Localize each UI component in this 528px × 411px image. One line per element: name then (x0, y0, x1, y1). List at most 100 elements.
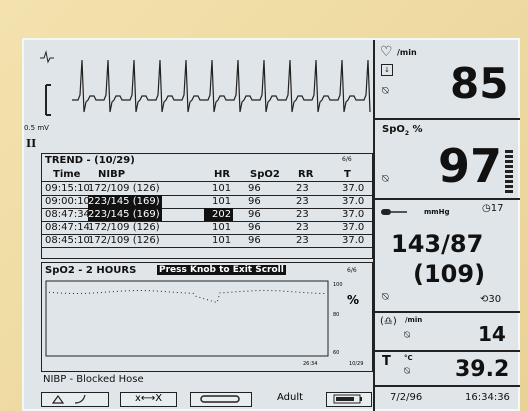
trend-cell: 23 (288, 208, 309, 221)
battery-indicator (326, 392, 372, 407)
date: 7/2/96 (390, 392, 422, 403)
trend-cell: 101 (204, 221, 231, 234)
trend-cell: 172/109 (126) (88, 234, 160, 247)
pulse-bar-segment (505, 150, 513, 153)
nibp-cycle-value: 30 (488, 294, 501, 305)
trend-cell: 37.0 (334, 234, 364, 247)
ecg-scale: 0.5 mV (24, 124, 49, 132)
monitor-photo: 0.5 mV II TREND - (10/29) 6/6 Time NIBP HR… (0, 0, 528, 411)
nibp-cycle: ⟲30 (480, 294, 501, 305)
trend-cell: 101 (204, 234, 231, 247)
mode-label: Adult (260, 392, 320, 407)
trend-cell: 223/145 (169) (88, 195, 162, 208)
trend-cell: 37.0 (334, 208, 364, 221)
spo2-scale-label: 80 (333, 312, 339, 318)
trend-column-header: RR (298, 168, 313, 181)
nibp-button[interactable] (190, 392, 252, 407)
spo2-trend-line (49, 291, 325, 303)
nibp-interval-value: 17 (491, 203, 504, 214)
spo2-trend-title: SpO2 - 2 HOURS (45, 265, 136, 276)
hr-unit: /min (397, 48, 417, 57)
trend-title: TREND - (10/29) (45, 155, 135, 166)
ecg-waveform (72, 60, 370, 112)
trend-cell: 96 (240, 182, 261, 195)
trend-cell: 96 (240, 208, 261, 221)
pulse-bar-segment (505, 160, 513, 163)
nibp-interval: ◷17 (482, 203, 503, 214)
trend-page: 6/6 (342, 156, 352, 163)
trend-cell: 101 (204, 182, 231, 195)
trend-cell: 172/109 (126) (88, 182, 160, 195)
trend-cell: 23 (288, 182, 309, 195)
trend-cell: 223/145 (169) (88, 208, 162, 221)
spo2-unit: % (413, 124, 423, 135)
spo2-time-label: 26:34 (303, 361, 317, 367)
trend-cell: 23 (288, 234, 309, 247)
spo2-label-sub: 2 (405, 130, 409, 137)
alarm-button[interactable] (41, 392, 109, 407)
ecg-scale-bar (46, 85, 51, 115)
heart-icon: ♡ (380, 44, 393, 60)
lung-icon: (♎) (380, 316, 397, 327)
trend-cell: 96 (240, 195, 261, 208)
plot-frame (46, 281, 328, 356)
spo2-scale-label: 100 (333, 282, 343, 288)
ecg-icon (40, 52, 54, 62)
spo2-scale-label: 60 (333, 350, 339, 356)
pulse-bar-segment (505, 170, 513, 173)
panel-divider (375, 198, 520, 200)
spo2-label: SpO2 % (382, 124, 423, 137)
spo2-label-text: SpO (382, 124, 405, 135)
panel-divider (375, 385, 520, 387)
trend-cell: 202 (204, 208, 233, 221)
battery-icon (328, 393, 370, 405)
swap-button[interactable]: x⟷X (120, 392, 177, 407)
alarm-off-icon: ⍉ (404, 330, 410, 341)
temp-label: T (382, 354, 391, 369)
alarm-off-icon: ⍉ (382, 290, 389, 304)
trend-cell: 101 (204, 195, 231, 208)
hr-value: 85 (450, 60, 508, 108)
trend-cell: 96 (240, 234, 261, 247)
alarm-off-icon: ⍉ (382, 84, 389, 98)
trend-column-header: HR (214, 168, 230, 181)
cuff-icon (380, 206, 410, 218)
panel-divider (375, 350, 520, 352)
trend-cell: 37.0 (334, 182, 364, 195)
temp-unit: °C (404, 354, 413, 362)
pulse-bar-segment (505, 175, 513, 178)
scroll-message: Press Knob to Exit Scroll (157, 265, 286, 275)
trend-column-header: T (344, 168, 351, 181)
trend-cell: 08:45:10 (45, 234, 90, 247)
trend-panel: TREND - (10/29) 6/6 Time NIBP HR SpO2 RR T 09:… (41, 153, 373, 259)
panel-divider (373, 40, 375, 411)
cuff-icon (192, 393, 250, 405)
pulse-bar-segment (505, 180, 513, 183)
trend-cell: 37.0 (334, 195, 364, 208)
alarm-icons (43, 393, 107, 405)
trend-cell: 37.0 (334, 221, 364, 234)
status-message: NIBP - Blocked Hose (43, 374, 144, 385)
nibp-pressure: 143/87 (391, 230, 483, 258)
alarm-off-icon: ⍉ (404, 366, 410, 377)
pulse-bar-segment (505, 185, 513, 188)
trend-cell: 23 (288, 195, 309, 208)
ecg-area (22, 40, 374, 152)
trend-column-header: SpO2 (250, 168, 280, 181)
ecg-lead: II (26, 137, 36, 150)
temp-value: 39.2 (455, 357, 509, 382)
time: 16:34:36 (465, 392, 510, 403)
trend-column-header: Time (53, 168, 80, 181)
pulse-bar-segment (505, 155, 513, 158)
panel-divider (375, 311, 520, 313)
spo2-trend-plot: 100 80 60 26:34 10/29 % (45, 280, 371, 370)
trend-column-header: NIBP (98, 168, 125, 181)
trend-cell: 08:47:34 (45, 208, 90, 221)
trend-cell: 09:00:10 (45, 195, 90, 208)
trend-cell: 08:47:14 (45, 221, 90, 234)
trend-header-row: Time NIBP HR SpO2 RR T (42, 168, 372, 182)
